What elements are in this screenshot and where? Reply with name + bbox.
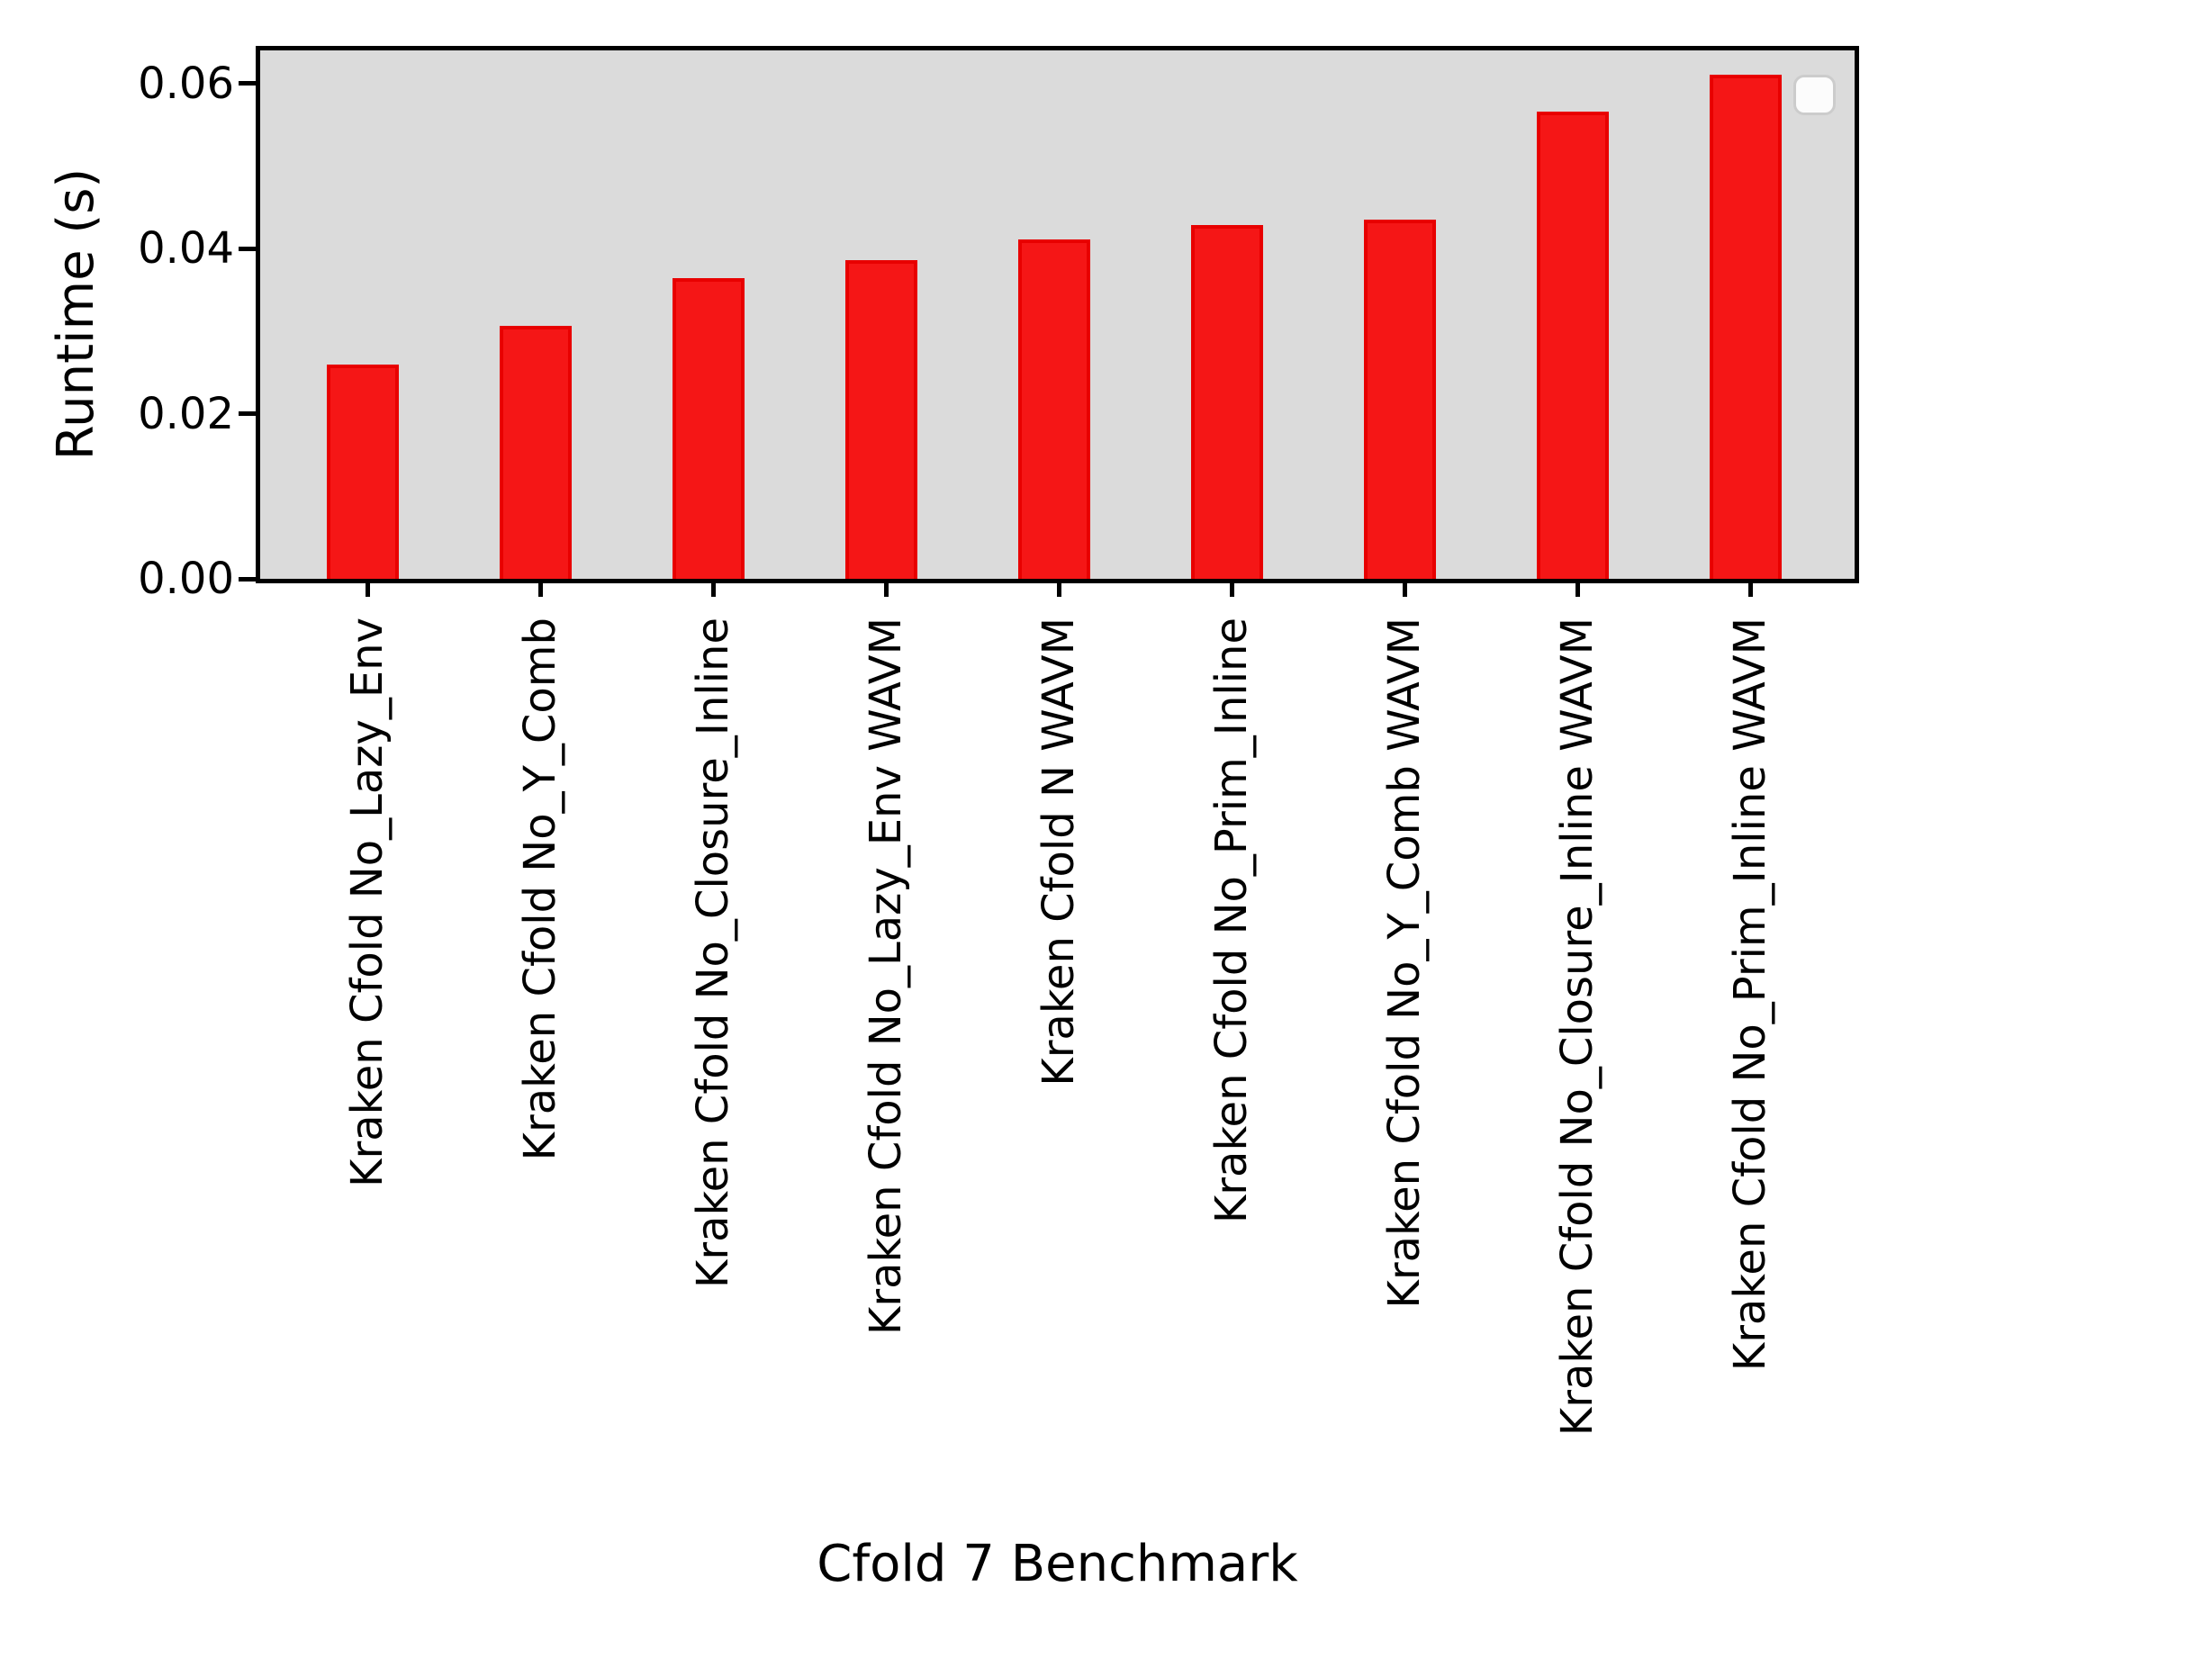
bar — [500, 326, 572, 579]
x-tick-mark — [710, 580, 716, 597]
bar — [673, 278, 745, 579]
x-tick-mark — [1229, 580, 1234, 597]
bar — [327, 365, 399, 579]
bars-layer — [260, 50, 1855, 579]
bar — [1018, 239, 1090, 579]
y-axis-label: Runtime (s) — [47, 167, 105, 461]
x-tick-label: Kraken Cfold No_Y_Comb WAVM — [1379, 618, 1430, 1309]
bar — [1364, 220, 1436, 579]
x-tick-mark — [1056, 580, 1061, 597]
x-tick-mark — [365, 580, 370, 597]
x-tick-mark — [883, 580, 889, 597]
x-tick-label: Kraken Cfold No_Closure_Inline WAVM — [1552, 618, 1603, 1437]
x-tick-mark — [1402, 580, 1407, 597]
y-tick-label: 0.02 — [138, 388, 234, 439]
x-tick-label: Kraken Cfold No_Prim_Inline WAVM — [1725, 618, 1775, 1372]
x-tick-label: Kraken Cfold No_Lazy_Env — [342, 618, 393, 1187]
y-tick-mark — [239, 576, 260, 582]
bar — [1191, 225, 1263, 579]
plot-area — [256, 46, 1859, 583]
y-tick-label: 0.00 — [138, 554, 234, 604]
bar — [845, 260, 917, 579]
bar — [1537, 112, 1609, 579]
x-axis-label: Cfold 7 Benchmark — [817, 1535, 1298, 1593]
x-tick-mark — [1575, 580, 1580, 597]
x-tick-label: Kraken Cfold No_Closure_Inline — [688, 618, 738, 1289]
y-tick-mark — [239, 246, 260, 251]
y-tick-label: 0.06 — [138, 58, 234, 109]
x-tick-label: Kraken Cfold No_Lazy_Env WAVM — [861, 618, 911, 1336]
x-tick-label: Kraken Cfold No_Y_Comb — [515, 618, 565, 1161]
x-tick-mark — [537, 580, 543, 597]
x-tick-mark — [1747, 580, 1753, 597]
y-tick-mark — [239, 81, 260, 86]
y-tick-mark — [239, 411, 260, 417]
x-tick-label: Kraken Cfold No_Prim_Inline — [1206, 618, 1257, 1224]
y-tick-label: 0.04 — [138, 223, 234, 275]
bar — [1710, 75, 1782, 579]
x-tick-label: Kraken Cfold N WAVM — [1034, 618, 1084, 1086]
legend-box — [1793, 75, 1836, 115]
